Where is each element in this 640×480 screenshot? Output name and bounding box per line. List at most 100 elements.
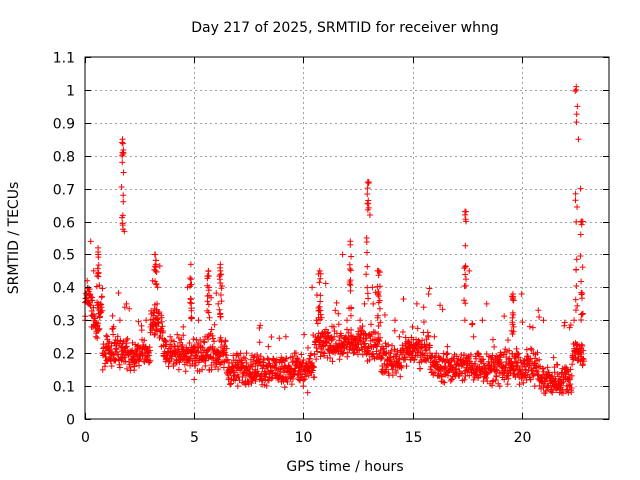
data-point [257, 353, 264, 360]
data-point [550, 354, 557, 361]
data-point [577, 252, 584, 259]
data-point [204, 282, 211, 289]
data-point [122, 358, 129, 365]
data-point [304, 389, 311, 396]
data-point [579, 264, 586, 271]
data-point [314, 320, 321, 327]
data-point [579, 290, 586, 297]
data-point [172, 343, 179, 350]
data-point [374, 291, 381, 298]
data-point [397, 373, 404, 380]
data-point [566, 324, 573, 331]
data-point [146, 347, 153, 354]
data-point [441, 365, 448, 372]
data-point [276, 335, 283, 342]
data-point [159, 323, 166, 330]
data-point [509, 314, 516, 321]
data-point [346, 281, 353, 288]
data-point [505, 356, 512, 363]
data-point [470, 333, 477, 340]
data-point [540, 368, 547, 375]
data-point [446, 368, 453, 375]
data-point [367, 343, 374, 350]
data-point [509, 331, 516, 338]
data-point [252, 377, 259, 384]
data-point [376, 338, 383, 345]
data-point [98, 304, 105, 311]
data-point [215, 356, 222, 363]
data-point [126, 305, 133, 312]
data-point [346, 305, 353, 312]
data-point [572, 87, 579, 94]
data-point [282, 333, 289, 340]
data-point [228, 380, 235, 387]
y-tick-label: 0.1 [53, 380, 75, 396]
data-point [461, 376, 468, 383]
data-point [363, 271, 370, 278]
data-point [174, 331, 181, 338]
data-point [294, 356, 301, 363]
data-point [119, 222, 126, 229]
data-point [290, 370, 297, 377]
data-point [188, 305, 195, 312]
data-point [368, 321, 375, 328]
data-point [331, 333, 338, 340]
data-point [393, 351, 400, 358]
data-point [153, 281, 160, 288]
data-point [475, 350, 481, 357]
data-point [184, 284, 191, 291]
data-point [141, 337, 148, 344]
data-point [527, 376, 534, 383]
data-point [377, 319, 384, 326]
data-point [97, 300, 104, 307]
x-axis-label: GPS time / hours [286, 459, 403, 475]
data-point [462, 263, 469, 270]
data-point [518, 290, 525, 297]
data-point [317, 316, 324, 323]
data-point [364, 263, 371, 270]
y-tick-label: 1 [66, 84, 75, 100]
data-point [528, 346, 535, 353]
data-point [95, 326, 102, 333]
data-point [199, 366, 206, 373]
data-point [489, 352, 496, 359]
data-point [162, 356, 169, 363]
data-point [405, 350, 412, 357]
data-point [493, 353, 500, 360]
data-point [105, 340, 112, 347]
data-point [108, 362, 115, 369]
data-point [195, 317, 202, 324]
data-point [222, 338, 229, 345]
data-point [468, 360, 475, 367]
data-point [578, 317, 585, 324]
data-point [435, 366, 442, 373]
data-point [153, 269, 160, 276]
data-point [521, 360, 528, 367]
data-point [426, 342, 433, 349]
data-point [331, 349, 338, 356]
data-point [327, 355, 334, 362]
data-point [212, 363, 219, 370]
data-point [243, 372, 250, 379]
data-point [149, 327, 156, 334]
data-point [333, 299, 340, 306]
data-point [317, 334, 324, 341]
data-point [278, 356, 285, 363]
data-point [578, 289, 585, 296]
data-point [116, 317, 123, 324]
data-point [206, 314, 213, 321]
data-point [158, 312, 165, 319]
data-point [402, 334, 409, 341]
data-point [289, 353, 296, 360]
data-point [572, 307, 579, 314]
data-point [287, 366, 294, 373]
data-point [217, 292, 224, 299]
data-point [99, 285, 106, 292]
data-point [225, 375, 232, 382]
data-point [370, 300, 377, 307]
data-point [414, 325, 421, 332]
data-point [467, 351, 474, 358]
data-point [95, 307, 102, 314]
data-point [565, 389, 572, 396]
data-point [497, 352, 504, 359]
